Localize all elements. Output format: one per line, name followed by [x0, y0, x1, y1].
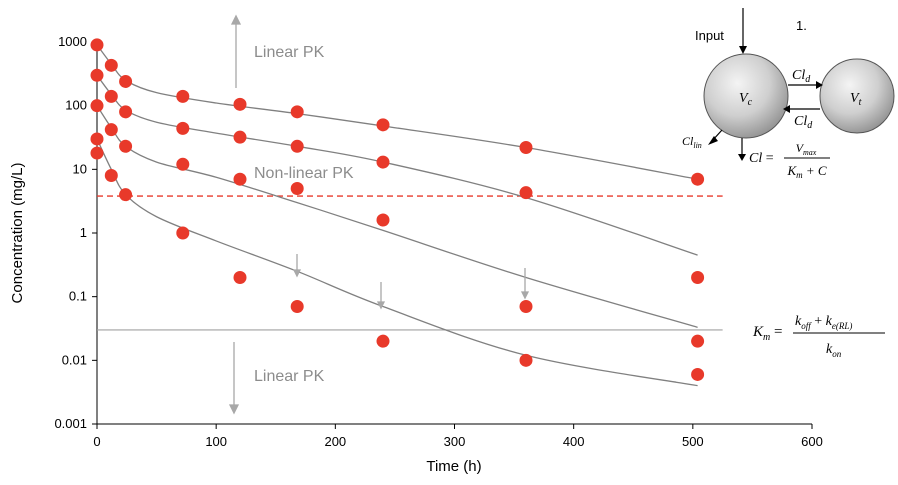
data-point-series-4 [90, 146, 104, 160]
input-label: Input [695, 28, 724, 43]
cld-backward-arrow-head [783, 105, 790, 113]
data-point-series-4 [519, 353, 533, 367]
x-tick-label: 600 [801, 434, 823, 449]
fit-curve-3 [96, 105, 698, 328]
down-arrow-head [228, 404, 240, 415]
km-lhs: Km = [752, 324, 782, 343]
nonlinear-pk-label: Non-linear PK [254, 165, 354, 182]
data-point-series-3 [104, 123, 118, 137]
data-point-series-4 [691, 367, 705, 381]
data-point-series-3 [376, 213, 390, 227]
y-tick-label: 100 [65, 98, 87, 113]
y-tick-label: 0.01 [62, 352, 87, 367]
fit-curve-4 [96, 138, 698, 387]
y-tick-label: 1000 [58, 34, 87, 49]
data-point-series-1 [691, 172, 705, 186]
y-tick-label: 10 [73, 161, 87, 176]
small-down-arrow-3-head [520, 291, 530, 300]
diagram-number: 1. [796, 18, 807, 33]
cld-backward-label: Cld [794, 114, 813, 131]
km-numerator: koff + ke(RL) [795, 314, 852, 331]
x-tick-label: 100 [205, 434, 227, 449]
y-tick-label: 0.1 [69, 289, 87, 304]
data-point-series-3 [90, 99, 104, 113]
x-tick-label: 300 [444, 434, 466, 449]
linear-pk-bottom-label: Linear PK [254, 368, 325, 385]
fit-curve-1 [96, 44, 698, 180]
linear-pk-top-label: Linear PK [254, 44, 325, 61]
data-point-series-4 [119, 188, 133, 202]
y-axis-title: Concentration (mg/L) [9, 163, 26, 304]
data-point-series-4 [90, 132, 104, 146]
x-tick-label: 0 [93, 434, 100, 449]
data-point-series-2 [290, 139, 304, 153]
data-point-series-1 [290, 105, 304, 119]
data-point-series-4 [176, 226, 190, 240]
peripheral-compartment [819, 58, 895, 134]
region-arrows [228, 14, 530, 415]
data-point-series-1 [90, 38, 104, 52]
data-point-series-2 [176, 121, 190, 135]
km-equation: Km = koff + ke(RL) kon [752, 314, 885, 359]
y-ticks: 0.001 0.01 0.1 1 10 100 1000 [54, 34, 97, 431]
data-point-series-2 [119, 105, 133, 119]
data-point-series-2 [519, 186, 533, 200]
data-point-series-2 [233, 130, 247, 144]
y-tick-label: 1 [80, 225, 87, 240]
cl-label: Cl = [749, 151, 774, 166]
data-point-series-2 [90, 68, 104, 82]
data-point-series-1 [519, 141, 533, 155]
data-point-series-1 [119, 74, 133, 88]
central-volume-label: Vc [739, 91, 753, 108]
cld-forward-arrow-head [816, 81, 823, 89]
data-point-series-1 [376, 118, 390, 132]
data-point-series-1 [104, 58, 118, 72]
small-down-arrow-2-head [376, 301, 386, 310]
x-tick-label: 200 [324, 434, 346, 449]
km-denominator: kon [826, 342, 842, 359]
peripheral-volume-label: Vt [850, 91, 862, 108]
cllin-label: Cllin [682, 134, 702, 150]
km-plus-c-label: Km + C [786, 163, 826, 180]
compartment-diagram: 1. Input Vc Vt Cld Cld Cllin Cl = Vmax K… [682, 8, 895, 180]
data-point-series-1 [176, 89, 190, 103]
cld-forward-label: Cld [792, 68, 811, 85]
data-point-series-1 [233, 97, 247, 111]
cllin-arrow-head [708, 136, 718, 145]
cl-elimination-arrow-head [738, 154, 746, 161]
input-arrow-head [739, 46, 747, 54]
data-point-series-2 [691, 271, 705, 285]
data-point-series-3 [176, 157, 190, 171]
x-ticks: 0 100 200 300 400 500 600 [93, 424, 823, 449]
data-point-series-3 [119, 139, 133, 153]
data-markers [90, 38, 705, 381]
x-axis-title: Time (h) [426, 458, 481, 475]
data-point-series-3 [290, 181, 304, 195]
data-point-series-4 [376, 334, 390, 348]
data-point-series-4 [104, 169, 118, 183]
data-point-series-4 [290, 300, 304, 314]
data-point-series-2 [104, 89, 118, 103]
central-compartment [703, 53, 789, 139]
up-arrow-head [230, 14, 242, 25]
small-down-arrow-1-head [292, 269, 302, 278]
x-tick-label: 500 [682, 434, 704, 449]
vmax-label: Vmax [796, 141, 817, 157]
y-tick-label: 0.001 [54, 416, 87, 431]
data-point-series-3 [691, 334, 705, 348]
x-tick-label: 400 [563, 434, 585, 449]
data-point-series-2 [376, 155, 390, 169]
data-point-series-4 [233, 271, 247, 285]
data-point-series-3 [233, 172, 247, 186]
data-point-series-3 [519, 300, 533, 314]
